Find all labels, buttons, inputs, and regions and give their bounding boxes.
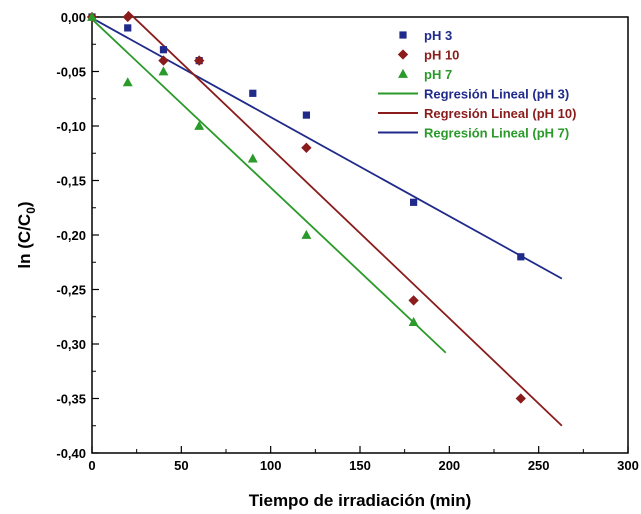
data-point-square xyxy=(517,253,525,261)
plot-frame xyxy=(91,16,629,454)
legend-label: Regresión Lineal (pH 7) xyxy=(424,126,569,141)
x-tick-label: 0 xyxy=(88,458,95,473)
y-axis-title-main: ln (C/C xyxy=(15,214,34,269)
x-axis-title: Tiempo de irradiación (min) xyxy=(249,491,472,510)
data-point-diamond xyxy=(122,11,133,23)
data-point-triangle xyxy=(87,11,97,21)
data-point-triangle xyxy=(194,120,205,130)
x-tick-label: 200 xyxy=(438,458,460,473)
legend-marker-diamond xyxy=(397,49,409,60)
x-tick-label: 150 xyxy=(349,458,371,473)
y-axis-title-subscript: 0 xyxy=(24,207,38,214)
legend-label: pH 3 xyxy=(424,28,452,43)
fit-line xyxy=(91,18,447,354)
y-tick-label: -0,30 xyxy=(56,337,86,352)
data-point-triangle xyxy=(301,229,312,239)
legend-label: Regresión Lineal (pH 3) xyxy=(424,87,569,102)
fit-line xyxy=(91,17,563,280)
x-tick-label: 250 xyxy=(528,458,550,473)
data-point-square xyxy=(249,89,257,97)
y-tick-label: 0,00 xyxy=(61,10,86,25)
data-point-square xyxy=(410,198,418,206)
data-point-diamond xyxy=(194,55,205,66)
y-tick-label: -0,25 xyxy=(56,283,86,298)
y-tick-label: -0,40 xyxy=(56,446,86,461)
legend: pH 3 pH 10 pH 7 Regresión Lineal (pH 3) Regr… xyxy=(378,28,576,141)
x-tick-label: 50 xyxy=(174,458,188,473)
y-axis-title-close: ) xyxy=(15,201,34,207)
data-point-diamond xyxy=(408,295,419,306)
legend-marker-square xyxy=(399,31,407,39)
data-point-diamond xyxy=(301,142,312,153)
legend-label: pH 10 xyxy=(424,48,459,63)
legend-label: pH 7 xyxy=(424,67,452,82)
data-point-triangle xyxy=(408,317,419,327)
data-point-triangle xyxy=(158,66,169,76)
y-tick-label: -0,05 xyxy=(56,65,86,80)
data-point-triangle xyxy=(122,77,133,87)
x-tick-label: 300 xyxy=(617,458,639,473)
data-point-diamond xyxy=(158,55,169,66)
regression-lines xyxy=(91,10,563,427)
data-point-triangle xyxy=(247,153,258,163)
legend-label: Regresión Lineal (pH 10) xyxy=(424,106,576,121)
legend-marker-triangle xyxy=(398,68,408,78)
y-tick-label: -0,15 xyxy=(56,174,86,189)
y-tick-label: -0,20 xyxy=(56,228,86,243)
x-tick-label: 100 xyxy=(260,458,282,473)
data-points xyxy=(86,11,526,404)
y-tick-label: -0,10 xyxy=(56,119,86,134)
y-tick-label: -0,35 xyxy=(56,392,86,407)
fit-line xyxy=(127,10,563,427)
data-point-square xyxy=(302,111,310,119)
y-axis-title: ln (C/C0) xyxy=(15,201,38,268)
data-point-diamond xyxy=(515,393,526,404)
data-point-square xyxy=(124,24,132,32)
data-point-square xyxy=(159,46,168,54)
axis-ticks: 0 50 100 150 200 250 300 0,00 -0,05 -0,10 -0,15 -0,… xyxy=(56,10,638,473)
